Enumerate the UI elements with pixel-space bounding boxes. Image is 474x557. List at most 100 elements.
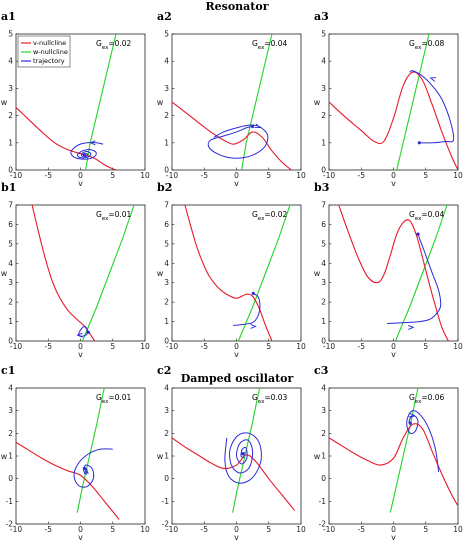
gex-symbol: G <box>409 210 415 219</box>
x-tick-label: -5 <box>45 342 53 351</box>
y-tick-label: 4 <box>8 57 13 66</box>
x-tick-label: -5 <box>45 171 53 180</box>
gex-symbol: G <box>252 210 258 219</box>
v-nullcline-line <box>184 205 273 341</box>
gex-subscript: ex <box>258 216 265 222</box>
trajectory-end-point <box>86 330 90 334</box>
y-tick-label: 1 <box>8 452 13 461</box>
y-tick-label: 0 <box>8 166 13 175</box>
y-tick-label: 2 <box>8 429 13 438</box>
x-tick-label: 10 <box>296 171 306 180</box>
x-tick-label: 0 <box>391 171 396 180</box>
y-tick-label: 1 <box>8 138 13 147</box>
direction-arrow <box>408 324 415 330</box>
y-tick-label: -2 <box>162 520 170 529</box>
x-tick-label: -5 <box>358 342 366 351</box>
y-axis-label: w <box>1 98 8 107</box>
y-tick-label: 3 <box>321 406 326 415</box>
y-tick-label: 0 <box>321 166 326 175</box>
x-tick-label: -5 <box>45 525 53 534</box>
x-axis-label: v <box>78 350 83 359</box>
gex-annotation: Gex=0.03 <box>252 393 288 405</box>
x-tick-label: 5 <box>266 342 271 351</box>
y-tick-label: 3 <box>164 278 169 287</box>
x-tick-label: 10 <box>140 171 150 180</box>
direction-arrow <box>76 332 83 338</box>
gex-symbol: G <box>96 39 102 48</box>
x-tick-label: -5 <box>358 525 366 534</box>
y-axis-label: w <box>157 98 164 107</box>
y-tick-label: 5 <box>321 239 326 248</box>
y-tick-label: 3 <box>8 278 13 287</box>
x-tick-label: 5 <box>423 342 428 351</box>
w-nullcline-line <box>76 388 105 513</box>
w-nullcline-line <box>241 34 273 170</box>
y-tick-label: 5 <box>321 30 326 39</box>
panel-label: b1 <box>1 181 16 194</box>
row-title-resonator: Resonator <box>205 0 269 13</box>
x-tick-label: -5 <box>201 525 209 534</box>
gex-symbol: G <box>409 39 415 48</box>
trajectory-end-point <box>251 291 255 295</box>
x-axis-label: v <box>78 179 83 188</box>
y-tick-label: 2 <box>164 298 169 307</box>
trajectory-end-point <box>408 421 412 425</box>
trajectory-end-point <box>82 153 86 157</box>
v-nullcline-line <box>329 423 458 507</box>
y-axis-label: w <box>157 452 164 461</box>
x-tick-label: 5 <box>423 171 428 180</box>
gex-symbol: G <box>96 393 102 402</box>
y-tick-label: 1 <box>321 317 326 326</box>
w-nullcline-line <box>237 205 291 341</box>
panel-a3: a3 -10 -5 0 5 10 0 1 2 3 4 5 v w Gex=0.08 <box>314 10 463 188</box>
v-nullcline-line <box>338 205 449 341</box>
axes-frame <box>328 33 459 171</box>
y-tick-label: -2 <box>319 520 327 529</box>
x-tick-label: 5 <box>423 525 428 534</box>
y-tick-label: 4 <box>164 259 169 268</box>
y-tick-label: 0 <box>164 166 169 175</box>
y-tick-label: 1 <box>321 452 326 461</box>
trajectory-end-point <box>251 124 255 129</box>
trajectory-end-point <box>82 466 86 471</box>
plot-area <box>184 205 291 341</box>
x-tick-label: 10 <box>453 525 463 534</box>
panel-label: c2 <box>157 364 171 377</box>
v-nullcline-line <box>31 205 96 341</box>
v-nullcline-line <box>172 101 292 170</box>
x-tick-label: -5 <box>201 342 209 351</box>
x-tick-label: 5 <box>266 525 271 534</box>
x-axis-label: v <box>78 533 83 542</box>
trajectory-line <box>406 410 440 472</box>
x-tick-label: -10 <box>323 342 335 351</box>
x-tick-label: 5 <box>110 525 115 534</box>
w-nullcline-line <box>85 34 117 170</box>
y-tick-label: 2 <box>321 298 326 307</box>
y-tick-label: 0 <box>8 474 13 483</box>
y-axis-label: w <box>157 269 164 278</box>
y-tick-label: 2 <box>8 298 13 307</box>
plot-area <box>16 388 120 520</box>
gex-value: =0.02 <box>108 39 131 48</box>
y-tick-label: 7 <box>321 201 326 210</box>
y-tick-label: 5 <box>8 239 13 248</box>
y-tick-label: -1 <box>162 497 170 506</box>
panel-label: a3 <box>314 10 329 23</box>
axes-frame <box>15 204 146 342</box>
panel-label: c3 <box>314 364 328 377</box>
panel-label: b3 <box>314 181 329 194</box>
y-tick-label: 0 <box>321 474 326 483</box>
y-tick-label: 4 <box>321 259 326 268</box>
x-axis-label: v <box>391 533 396 542</box>
w-nullcline-line <box>232 388 261 513</box>
direction-arrow <box>83 467 89 475</box>
trajectory-end-point <box>417 141 421 145</box>
y-tick-label: 5 <box>164 30 169 39</box>
gex-annotation: Gex=0.02 <box>252 210 288 222</box>
gex-subscript: ex <box>415 45 422 51</box>
legend-entry-label: v-nullcline <box>33 39 66 47</box>
x-tick-label: 0 <box>234 171 239 180</box>
